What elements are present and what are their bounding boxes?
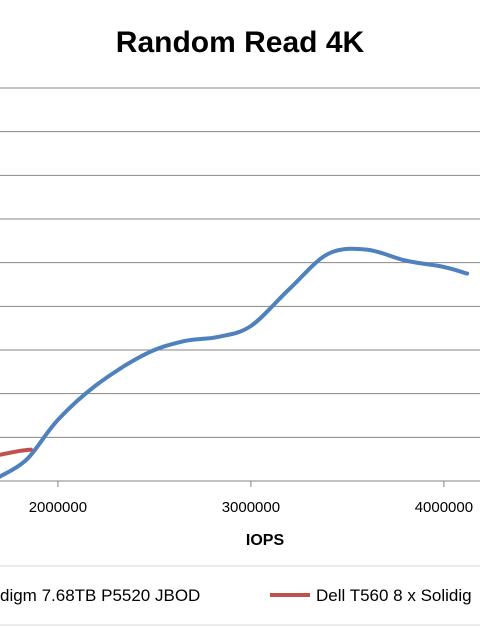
series-line-1: [0, 447, 33, 457]
legend-label-1: Dell T560 8 x Solidig: [316, 586, 472, 605]
x-tick-label: 4000000: [415, 499, 473, 516]
x-tick-label: 3000000: [222, 499, 280, 516]
x-axis-title: IOPS: [246, 532, 285, 549]
legend: digm 7.68TB P5520 JBOD Dell T560 8 x Soli…: [0, 586, 472, 605]
x-axis-ticks: 2000000 3000000 4000000: [29, 481, 473, 516]
series-line-0: [0, 246, 470, 479]
x-tick-label: 2000000: [29, 499, 87, 516]
chart-title: Random Read 4K: [116, 26, 365, 59]
legend-label-0: digm 7.68TB P5520 JBOD: [0, 586, 200, 605]
series-group: [0, 246, 470, 479]
gridlines: [0, 87, 480, 438]
